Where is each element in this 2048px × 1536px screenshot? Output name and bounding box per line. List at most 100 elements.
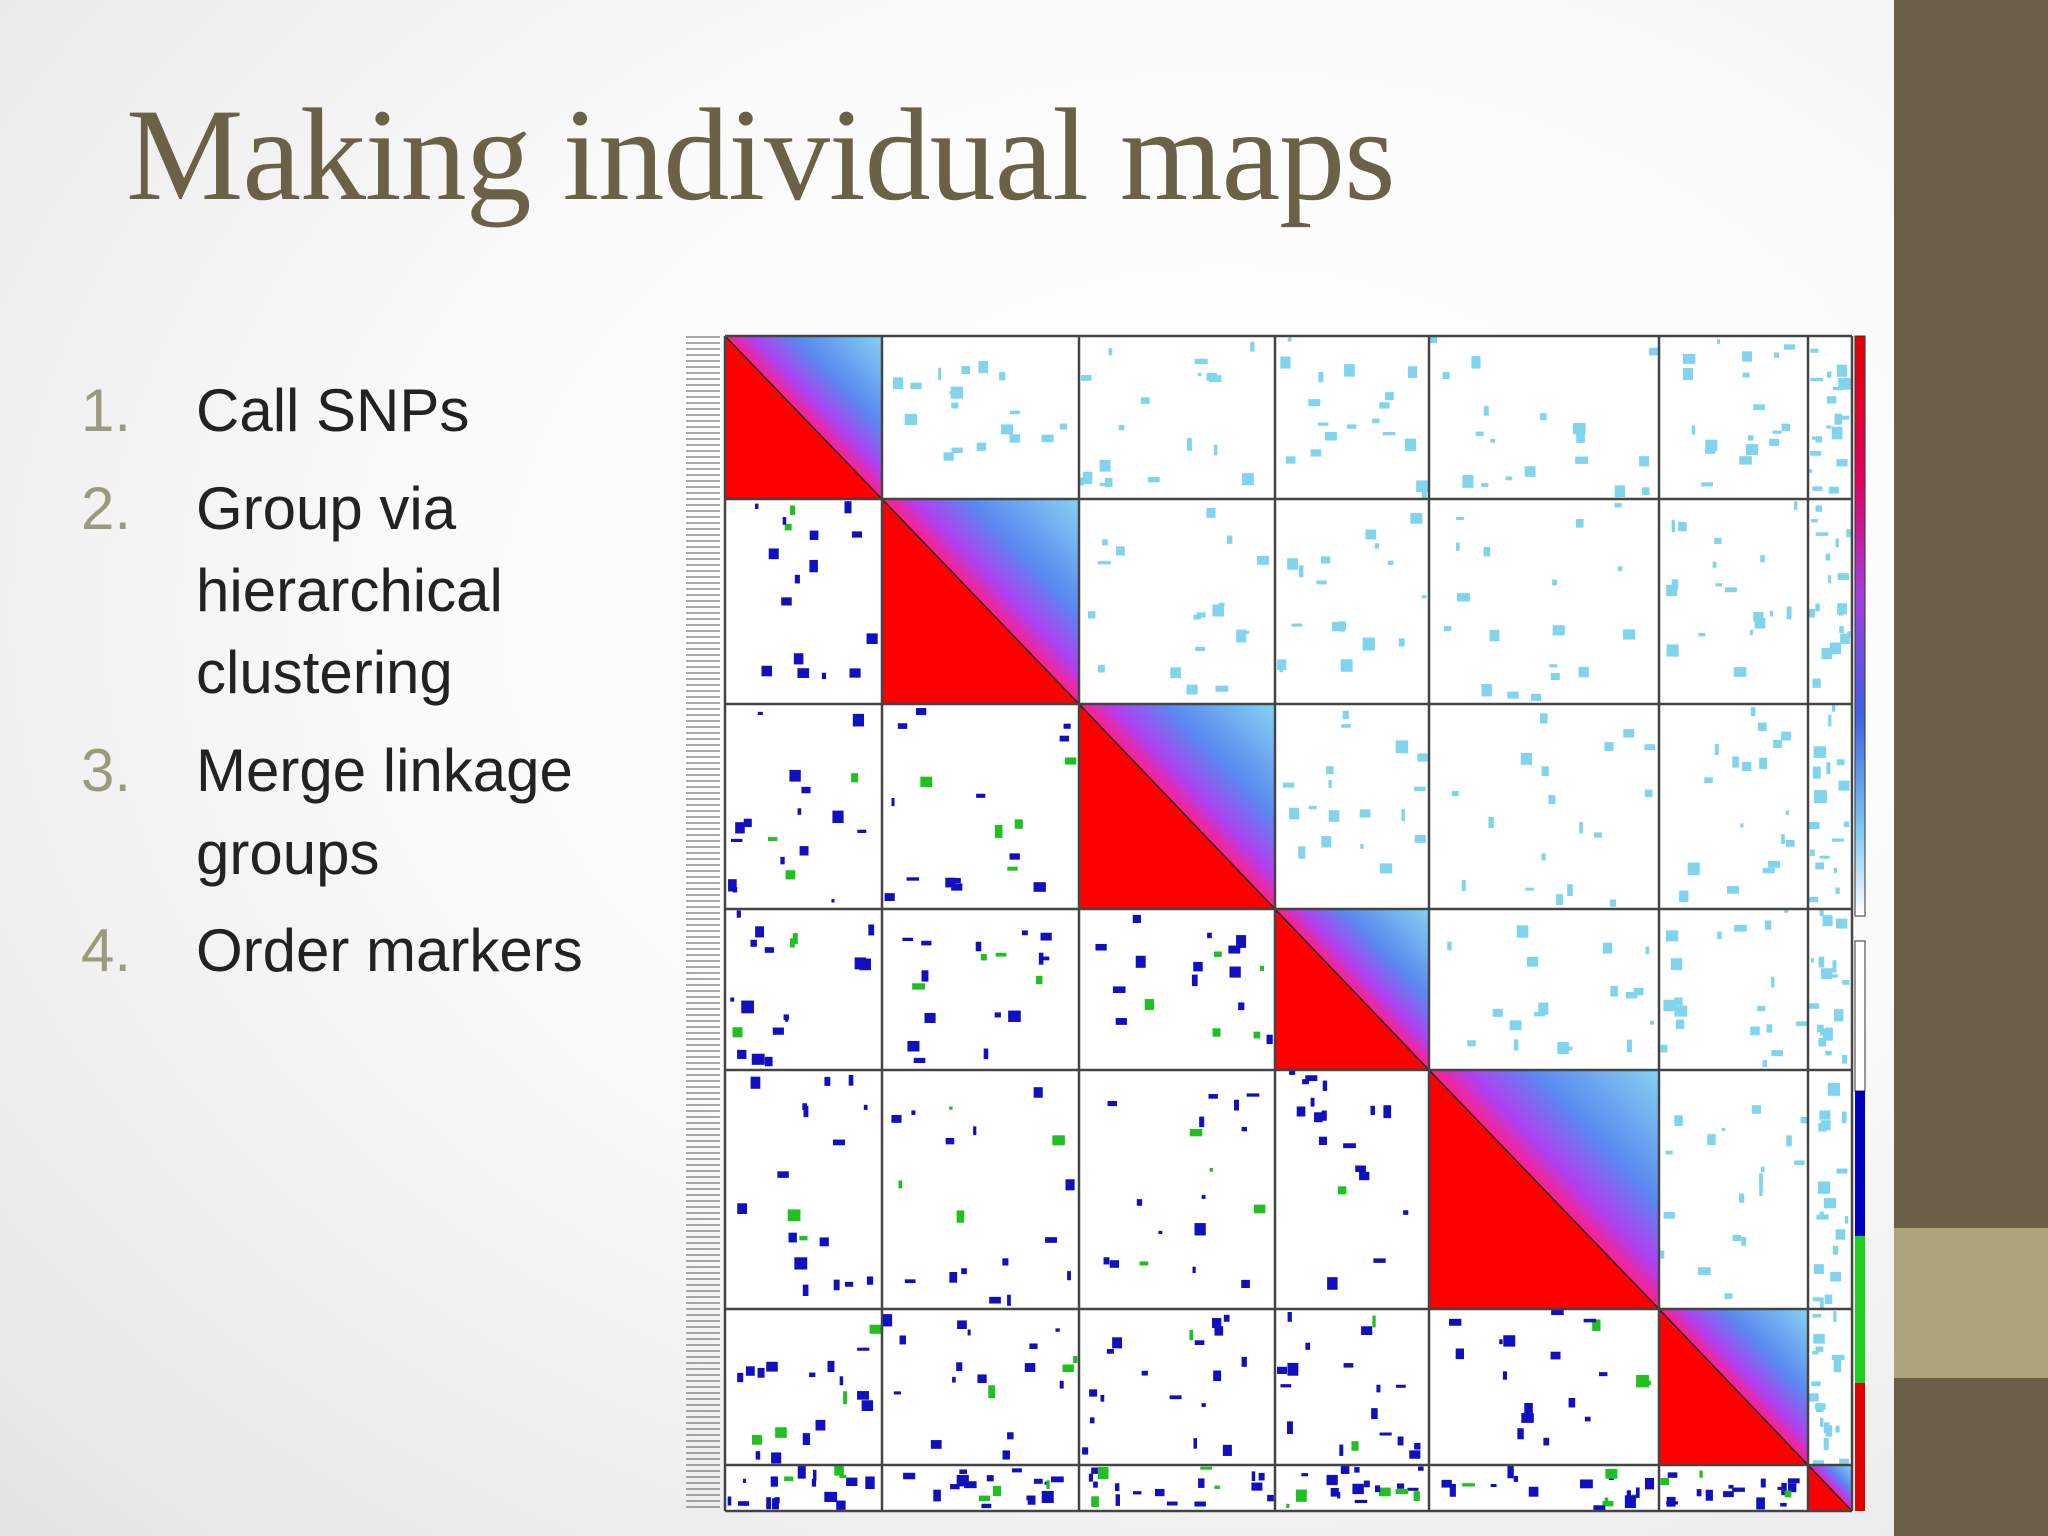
ld-dot: [1359, 809, 1371, 818]
ld-dot: [1132, 914, 1141, 924]
ld-dot: [857, 829, 867, 834]
ld-dot: [1784, 909, 1789, 913]
ld-dot: [1840, 633, 1850, 644]
ld-dot: [1326, 766, 1334, 775]
ld-dot: [1786, 1135, 1792, 1147]
ld-dot: [1766, 1024, 1773, 1033]
ld-dot: [764, 1056, 773, 1067]
ld-dot: [788, 1232, 797, 1243]
ld-dot: [1822, 915, 1833, 927]
ld-dot: [1114, 1483, 1120, 1492]
ld-dot: [1568, 1397, 1576, 1408]
ld-dot: [995, 952, 1007, 957]
ld-dot: [1038, 952, 1044, 965]
ld-dot: [1407, 366, 1418, 378]
ld-dot: [775, 1427, 787, 1438]
ld-dot: [1531, 693, 1542, 702]
ld-dot: [1781, 731, 1792, 741]
ld-dot: [802, 1433, 810, 1446]
ld-dot: [1614, 485, 1625, 498]
ld-dot: [794, 574, 800, 584]
ld-dot: [784, 1476, 794, 1482]
ld-dot: [1750, 707, 1756, 717]
ld-dot: [1832, 960, 1837, 973]
ld-dot: [1342, 710, 1349, 720]
ld-dot: [1701, 482, 1713, 487]
ld-dot: [1815, 1346, 1824, 1352]
ld-dot: [1301, 1473, 1309, 1477]
ld-dot: [1451, 790, 1459, 797]
ld-dot: [1576, 432, 1585, 443]
ld-dot: [1106, 1349, 1114, 1354]
ld-dot: [1413, 1491, 1420, 1501]
ld-dot: [730, 838, 743, 842]
ld-dot: [945, 1137, 955, 1145]
colorbar-p: [1855, 1091, 1865, 1236]
ld-dot: [737, 1049, 747, 1059]
ld-dot: [1781, 1482, 1787, 1496]
ld-dot: [1313, 1112, 1323, 1123]
ld-dot: [1401, 808, 1405, 821]
ld-dot: [849, 668, 861, 678]
ld-dot: [1757, 722, 1767, 731]
ld-dot: [1502, 1371, 1507, 1380]
slide-title: Making individual maps: [126, 81, 1396, 228]
ld-dot: [784, 523, 792, 531]
ld-dot: [1417, 753, 1428, 762]
ld-dot: [1014, 819, 1023, 829]
ld-dot: [1443, 625, 1452, 632]
ld-dot: [978, 1495, 991, 1501]
ld-dot: [1280, 1384, 1292, 1388]
ld-dot: [957, 1320, 967, 1330]
ld-dot: [750, 1076, 761, 1089]
ld-dot: [809, 530, 819, 540]
ld-dot: [1833, 1311, 1837, 1323]
ld-dot: [1287, 1421, 1293, 1435]
diagonal: [1807, 1464, 1853, 1512]
ld-dot: [1759, 757, 1768, 770]
ld-dot: [868, 924, 875, 936]
ld-dot: [1772, 430, 1782, 434]
ld-dot: [1041, 434, 1054, 443]
ld-dot: [1832, 838, 1844, 842]
ld-dot: [1376, 1384, 1381, 1393]
ld-dot: [1410, 513, 1423, 524]
list-text: Call SNPs: [196, 377, 470, 444]
ld-dot: [992, 1485, 1002, 1496]
ld-dot: [809, 559, 818, 573]
ld-dot: [1828, 486, 1839, 494]
ld-dot: [1449, 1483, 1456, 1497]
ld-dot: [1286, 1503, 1290, 1509]
ld-dot: [755, 503, 759, 509]
ld-dot: [1009, 434, 1021, 443]
ld-dot: [1115, 1494, 1120, 1506]
ld-dot: [1194, 1223, 1206, 1236]
ld-dot: [988, 1385, 996, 1399]
ld-dot: [1337, 1492, 1341, 1499]
ld-dot: [1753, 404, 1765, 410]
ld-dot: [815, 1419, 826, 1431]
ld-dot: [938, 367, 942, 380]
ld-dot: [961, 1268, 967, 1275]
ld-dot: [1227, 535, 1233, 544]
ld-dot: [1526, 956, 1539, 967]
ld-dot: [1769, 610, 1773, 617]
ld-dot: [1197, 373, 1202, 377]
ld-dot: [1832, 1245, 1839, 1255]
ld-dot: [1509, 1020, 1522, 1031]
ld-dot: [1062, 1364, 1074, 1373]
ld-dot: [1387, 560, 1394, 566]
ld-dot: [1811, 436, 1816, 440]
ld-dot: [906, 877, 920, 881]
ld-dot: [1055, 1328, 1060, 1332]
ld-dot: [1481, 483, 1489, 487]
ld-dot: [1097, 561, 1111, 565]
ld-dot: [1592, 1319, 1601, 1332]
ld-dot: [1513, 1476, 1519, 1482]
ld-dot: [1549, 664, 1558, 668]
ld-dot: [1667, 1472, 1678, 1478]
ld-dot: [1206, 372, 1218, 381]
ld-dot: [1351, 1441, 1359, 1451]
ld-dot: [1717, 931, 1722, 939]
ld-dot: [1644, 789, 1653, 798]
